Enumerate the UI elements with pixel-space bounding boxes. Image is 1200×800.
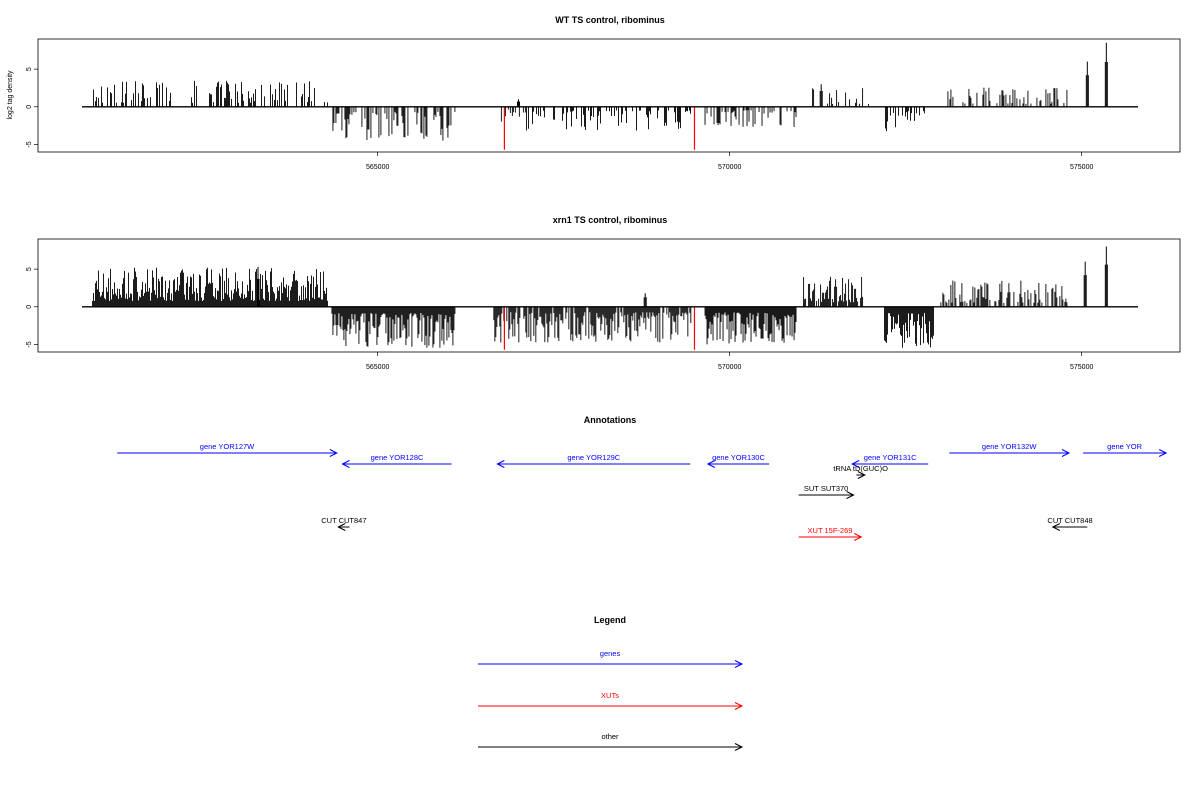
legend-arrowhead — [734, 660, 744, 668]
annotation-feature: CUT CUT848 — [1047, 516, 1093, 531]
annotation-feature: XUT 15F-269 — [798, 526, 863, 541]
annotation-feature: gene YOR — [1083, 442, 1168, 457]
x-tick-label: 570000 — [718, 364, 741, 371]
feature-label: gene YOR132W — [982, 442, 1037, 451]
y-tick-label: 5 — [26, 67, 33, 71]
xrn1-red-markers — [503, 306, 696, 350]
xrn1-coverage-bars — [92, 246, 1108, 348]
feature-label: gene YOR130C — [712, 453, 765, 462]
y-tick-label: 0 — [26, 305, 33, 309]
feature-arrowhead — [337, 523, 346, 531]
feature-label: gene YOR128C — [371, 453, 424, 462]
wt-plot-frame — [37, 38, 1181, 153]
annotation-feature: tRNA tD(GUC)O — [833, 464, 888, 479]
legend-title: Legend — [594, 615, 626, 625]
x-tick-label: 575000 — [1070, 364, 1093, 371]
feature-label: gene YOR127W — [200, 442, 255, 451]
legend-items: genes XUTs other — [478, 649, 744, 751]
feature-label: tRNA tD(GUC)O — [833, 464, 888, 473]
xrn1-y-axis: -5 0 5 — [26, 267, 38, 348]
legend-item: other — [478, 732, 744, 751]
legend-arrowhead — [734, 743, 744, 751]
x-tick-label: 570000 — [718, 164, 741, 171]
x-tick-label: 565000 — [366, 164, 389, 171]
y-tick-label: 0 — [26, 105, 33, 109]
wt-panel-title: WT TS control, ribominus — [555, 15, 665, 25]
legend-label: genes — [600, 649, 621, 658]
feature-arrowhead — [706, 460, 716, 468]
y-tick-label: -5 — [26, 341, 33, 347]
legend: Legend genes XUTs other — [478, 615, 744, 751]
feature-arrowhead — [1158, 449, 1168, 457]
feature-label: SUT SUT370 — [804, 484, 848, 493]
annotation-feature: SUT SUT370 — [798, 484, 855, 499]
legend-label: other — [601, 732, 619, 741]
feature-arrowhead — [846, 491, 855, 499]
wt-y-axis: -5 0 5 — [26, 67, 38, 148]
feature-arrowhead — [329, 449, 338, 457]
feature-label: XUT 15F-269 — [808, 526, 853, 535]
feature-label: CUT CUT848 — [1047, 516, 1092, 525]
legend-item: genes — [478, 649, 744, 668]
annotation-feature: gene YOR128C — [341, 453, 452, 468]
feature-label: gene YOR129C — [567, 453, 620, 462]
feature-arrowhead — [341, 460, 350, 468]
feature-arrowhead — [496, 460, 505, 468]
feature-arrowhead — [1051, 523, 1061, 531]
wt-x-axis: 565000 570000 575000 — [366, 152, 1093, 171]
feature-arrowhead — [854, 533, 863, 541]
y-tick-label: 5 — [26, 267, 33, 271]
annotation-feature: CUT CUT847 — [321, 516, 367, 531]
feature-label: CUT CUT847 — [321, 516, 366, 525]
xrn1-panel-title: xrn1 TS control, ribominus — [553, 215, 668, 225]
annotation-feature: gene YOR130C — [706, 453, 770, 468]
feature-arrowhead — [1061, 449, 1071, 457]
annotation-feature: gene YOR127W — [117, 442, 338, 457]
feature-arrowhead — [857, 471, 866, 479]
annotations-title: Annotations — [584, 415, 637, 425]
legend-item: XUTs — [478, 691, 744, 710]
legend-arrowhead — [734, 702, 744, 710]
xrn1-coverage-panel: xrn1 TS control, ribominus -5 0 5 565000 57… — [26, 215, 1181, 371]
annotation-feature: gene YOR132W — [949, 442, 1071, 457]
annotation-feature: gene YOR129C — [496, 453, 691, 468]
annotation-feature: gene YOR131C — [851, 453, 929, 468]
wt-red-markers — [503, 106, 696, 150]
feature-label: gene YOR131C — [864, 453, 917, 462]
wt-coverage-bars — [93, 42, 1108, 141]
x-tick-label: 575000 — [1070, 164, 1093, 171]
x-tick-label: 565000 — [366, 364, 389, 371]
feature-arrowhead — [851, 460, 860, 468]
feature-label: gene YOR — [1107, 442, 1142, 451]
wt-coverage-panel: WT TS control, ribominus log2 tag densit… — [7, 15, 1181, 171]
legend-label: XUTs — [601, 691, 619, 700]
xrn1-x-axis: 565000 570000 575000 — [366, 352, 1093, 371]
xrn1-plot-frame — [37, 238, 1181, 353]
annotation-features: gene YOR127W gene YOR128C gene YOR129C gene… — [117, 442, 1168, 541]
y-tick-label: -5 — [26, 141, 33, 147]
wt-y-axis-label: log2 tag density — [7, 70, 14, 120]
